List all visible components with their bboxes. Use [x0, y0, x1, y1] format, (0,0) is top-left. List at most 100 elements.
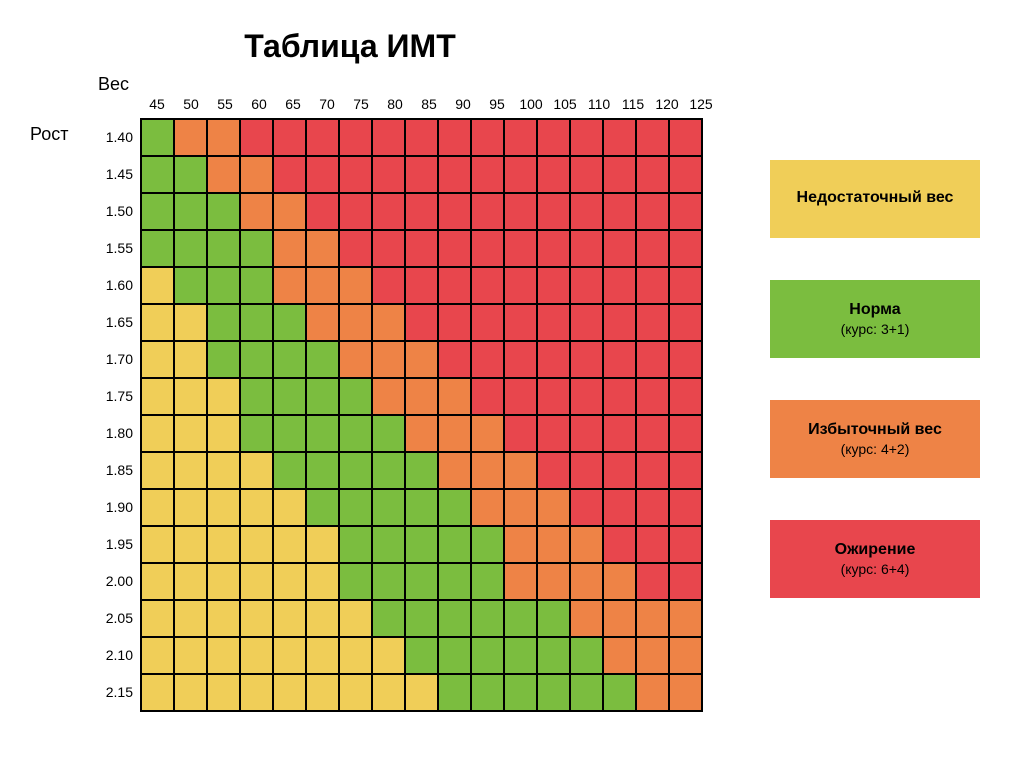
heatmap-cell: [438, 230, 471, 267]
heatmap-cell: [405, 193, 438, 230]
heatmap-cell: [141, 119, 174, 156]
weight-tick: 90: [446, 96, 480, 118]
heatmap-cell: [669, 526, 702, 563]
heatmap-cell: [504, 341, 537, 378]
heatmap-cell: [306, 563, 339, 600]
heatmap-cell: [603, 156, 636, 193]
height-tick: 1.55: [89, 230, 133, 256]
heatmap-cell: [603, 637, 636, 674]
heatmap-cell: [240, 341, 273, 378]
heatmap-cell: [636, 156, 669, 193]
heatmap-cell: [240, 304, 273, 341]
heatmap-cell: [273, 489, 306, 526]
heatmap-cell: [405, 563, 438, 600]
heatmap-cell: [174, 563, 207, 600]
heatmap-row: 2.15: [141, 674, 702, 711]
heatmap-cell: [174, 415, 207, 452]
heatmap-cell: [669, 341, 702, 378]
weight-tick: 55: [208, 96, 242, 118]
heatmap-cell: [240, 563, 273, 600]
heatmap-cell: [504, 452, 537, 489]
heatmap-cell: [240, 637, 273, 674]
heatmap-cell: [405, 637, 438, 674]
heatmap-cell: [306, 230, 339, 267]
heatmap-cell: [240, 119, 273, 156]
heatmap-row: 1.90: [141, 489, 702, 526]
heatmap-cell: [669, 674, 702, 711]
heatmap-cell: [570, 600, 603, 637]
heatmap-cell: [570, 489, 603, 526]
heatmap-cell: [372, 230, 405, 267]
heatmap-cell: [339, 230, 372, 267]
heatmap-cell: [405, 267, 438, 304]
heatmap-cell: [207, 563, 240, 600]
heatmap-cell: [669, 193, 702, 230]
heatmap-cell: [636, 119, 669, 156]
weight-tick: 50: [174, 96, 208, 118]
heatmap-cell: [372, 563, 405, 600]
heatmap-cell: [207, 341, 240, 378]
heatmap-cell: [174, 156, 207, 193]
heatmap-cell: [207, 119, 240, 156]
bmi-grid: 4550556065707580859095100105110115120125…: [140, 96, 718, 716]
weight-tick: 105: [548, 96, 582, 118]
heatmap-cell: [141, 489, 174, 526]
heatmap-cell: [141, 526, 174, 563]
chart-title: Таблица ИМТ: [0, 28, 700, 65]
heatmap-cell: [405, 415, 438, 452]
heatmap-cell: [141, 230, 174, 267]
heatmap-cell: [306, 674, 339, 711]
heatmap-cell: [471, 341, 504, 378]
heatmap-cell: [570, 304, 603, 341]
heatmap-cell: [174, 341, 207, 378]
heatmap-cell: [339, 304, 372, 341]
heatmap-cell: [240, 600, 273, 637]
heatmap-cell: [339, 637, 372, 674]
heatmap-cell: [339, 600, 372, 637]
heatmap-cell: [372, 674, 405, 711]
heatmap-cell: [207, 489, 240, 526]
heatmap-cell: [273, 267, 306, 304]
heatmap-cell: [570, 119, 603, 156]
heatmap-cell: [669, 230, 702, 267]
heatmap-row: 1.85: [141, 452, 702, 489]
height-axis-label: Рост: [30, 124, 68, 145]
heatmap-cell: [273, 452, 306, 489]
heatmap-cell: [603, 600, 636, 637]
heatmap-cell: [504, 674, 537, 711]
heatmap-cell: [372, 378, 405, 415]
heatmap-cell: [174, 489, 207, 526]
heatmap-cell: [438, 600, 471, 637]
heatmap-cell: [405, 156, 438, 193]
heatmap-cell: [273, 526, 306, 563]
heatmap-cell: [537, 526, 570, 563]
heatmap-cell: [570, 526, 603, 563]
heatmap-cell: [537, 674, 570, 711]
heatmap-cell: [471, 378, 504, 415]
heatmap-cell: [372, 267, 405, 304]
heatmap-cell: [141, 637, 174, 674]
heatmap-cell: [273, 563, 306, 600]
height-tick: 1.95: [89, 526, 133, 552]
heatmap-cell: [537, 378, 570, 415]
heatmap-cell: [504, 193, 537, 230]
heatmap-cell: [570, 415, 603, 452]
heatmap-cell: [537, 415, 570, 452]
heatmap-cell: [603, 452, 636, 489]
legend-normal: Норма (курс: 3+1): [770, 280, 980, 358]
heatmap-cell: [405, 230, 438, 267]
heatmap-cell: [636, 378, 669, 415]
heatmap-cell: [174, 193, 207, 230]
heatmap-cell: [273, 415, 306, 452]
heatmap-cell: [141, 378, 174, 415]
weight-tick: 80: [378, 96, 412, 118]
heatmap-cell: [669, 267, 702, 304]
heatmap-cell: [504, 304, 537, 341]
legend-overweight: Избыточный вес (курс: 4+2): [770, 400, 980, 478]
heatmap-cell: [141, 193, 174, 230]
heatmap-cell: [570, 341, 603, 378]
heatmap-cell: [438, 452, 471, 489]
heatmap-cell: [240, 674, 273, 711]
heatmap-cell: [603, 341, 636, 378]
heatmap-cell: [306, 193, 339, 230]
